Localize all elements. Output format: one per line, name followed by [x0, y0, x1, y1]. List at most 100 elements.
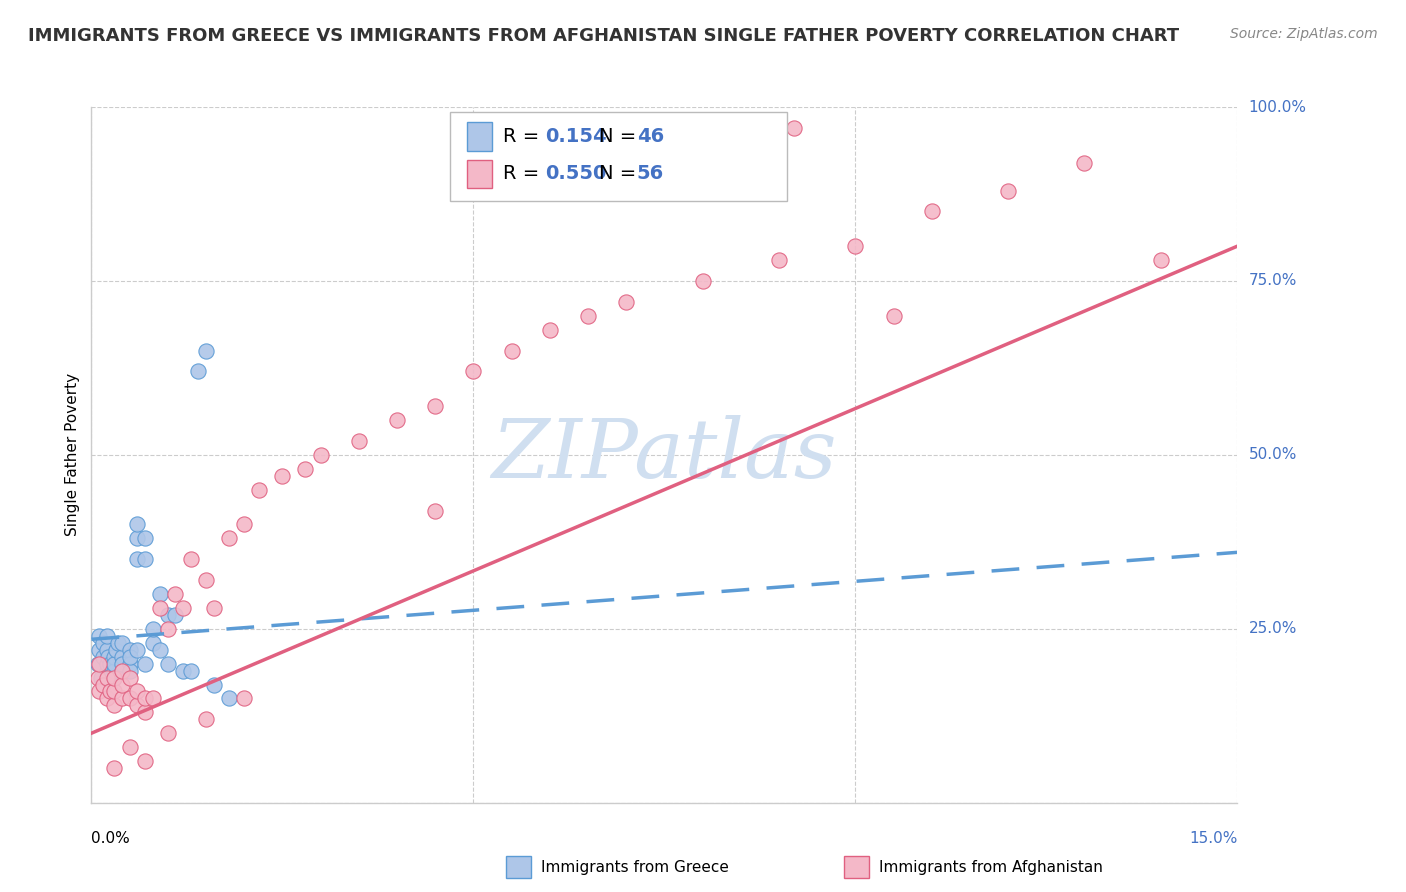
Point: [91, 677, 114, 691]
Point: [156, 607, 179, 622]
Point: [149, 601, 172, 615]
Point: [86, 671, 108, 685]
Point: [111, 657, 134, 671]
Point: [96, 657, 118, 671]
Point: [194, 573, 217, 587]
Point: [149, 642, 172, 657]
Point: [111, 664, 134, 678]
Point: [172, 601, 194, 615]
Point: [91, 649, 114, 664]
Point: [103, 649, 125, 664]
Point: [463, 364, 485, 378]
Text: R =: R =: [503, 127, 546, 146]
Point: [385, 413, 408, 427]
Text: IMMIGRANTS FROM GREECE VS IMMIGRANTS FROM AFGHANISTAN SINGLE FATHER POVERTY CORR: IMMIGRANTS FROM GREECE VS IMMIGRANTS FRO…: [28, 27, 1180, 45]
Point: [96, 664, 118, 678]
Text: 0.0%: 0.0%: [91, 830, 131, 846]
Text: ZIPatlas: ZIPatlas: [492, 415, 837, 495]
Point: [127, 698, 149, 713]
Point: [156, 726, 179, 740]
Point: [294, 462, 316, 476]
Point: [882, 309, 904, 323]
Point: [997, 184, 1019, 198]
Point: [134, 657, 156, 671]
Point: [202, 601, 225, 615]
Point: [218, 532, 240, 546]
Point: [90, 671, 112, 685]
Point: [194, 712, 217, 726]
Point: [118, 642, 141, 657]
Point: [692, 274, 714, 288]
Point: [141, 622, 163, 636]
Point: [783, 120, 806, 135]
Point: [96, 629, 118, 643]
Point: [86, 657, 108, 671]
Point: [127, 642, 149, 657]
Text: 46: 46: [637, 127, 664, 146]
Point: [347, 434, 370, 448]
Text: Source: ZipAtlas.com: Source: ZipAtlas.com: [1230, 27, 1378, 41]
Point: [118, 664, 141, 678]
Point: [111, 649, 134, 664]
Point: [165, 607, 187, 622]
Point: [118, 671, 141, 685]
Text: Immigrants from Greece: Immigrants from Greece: [541, 860, 730, 874]
Point: [134, 691, 156, 706]
Point: [180, 552, 202, 566]
Point: [149, 587, 172, 601]
Point: [156, 622, 179, 636]
Point: [111, 664, 134, 678]
Point: [127, 517, 149, 532]
Text: 56: 56: [637, 164, 664, 184]
Point: [309, 448, 332, 462]
Text: 15.0%: 15.0%: [1189, 830, 1237, 846]
Point: [87, 657, 110, 671]
Point: [111, 677, 134, 691]
Point: [118, 657, 141, 671]
Point: [134, 754, 156, 768]
Point: [187, 364, 209, 378]
Point: [576, 309, 599, 323]
Text: 100.0%: 100.0%: [1249, 100, 1306, 114]
Point: [118, 649, 141, 664]
Point: [111, 691, 134, 706]
Point: [202, 677, 225, 691]
Point: [103, 657, 125, 671]
Point: [118, 740, 141, 755]
Point: [538, 323, 561, 337]
Point: [180, 664, 202, 678]
Y-axis label: Single Father Poverty: Single Father Poverty: [65, 374, 80, 536]
Point: [423, 399, 446, 413]
Point: [127, 552, 149, 566]
Point: [233, 691, 256, 706]
Point: [218, 691, 240, 706]
Point: [194, 343, 217, 358]
Point: [156, 657, 179, 671]
Point: [1073, 155, 1095, 169]
Point: [501, 343, 523, 358]
Text: N =: N =: [599, 164, 643, 184]
Point: [96, 691, 118, 706]
Point: [233, 517, 256, 532]
Point: [104, 642, 127, 657]
Point: [100, 684, 122, 698]
Point: [107, 636, 129, 650]
Point: [97, 649, 120, 664]
Point: [614, 294, 637, 309]
Point: [249, 483, 271, 497]
Point: [103, 671, 125, 685]
Text: N =: N =: [599, 127, 643, 146]
Point: [96, 671, 118, 685]
Point: [111, 636, 134, 650]
Text: 0.154: 0.154: [546, 127, 607, 146]
Point: [103, 761, 125, 775]
Text: R =: R =: [503, 164, 546, 184]
Point: [165, 587, 187, 601]
Text: 0.550: 0.550: [546, 164, 607, 184]
Point: [844, 239, 866, 253]
Point: [134, 532, 156, 546]
Point: [103, 664, 125, 678]
Point: [141, 691, 163, 706]
Point: [103, 684, 125, 698]
Point: [103, 671, 125, 685]
